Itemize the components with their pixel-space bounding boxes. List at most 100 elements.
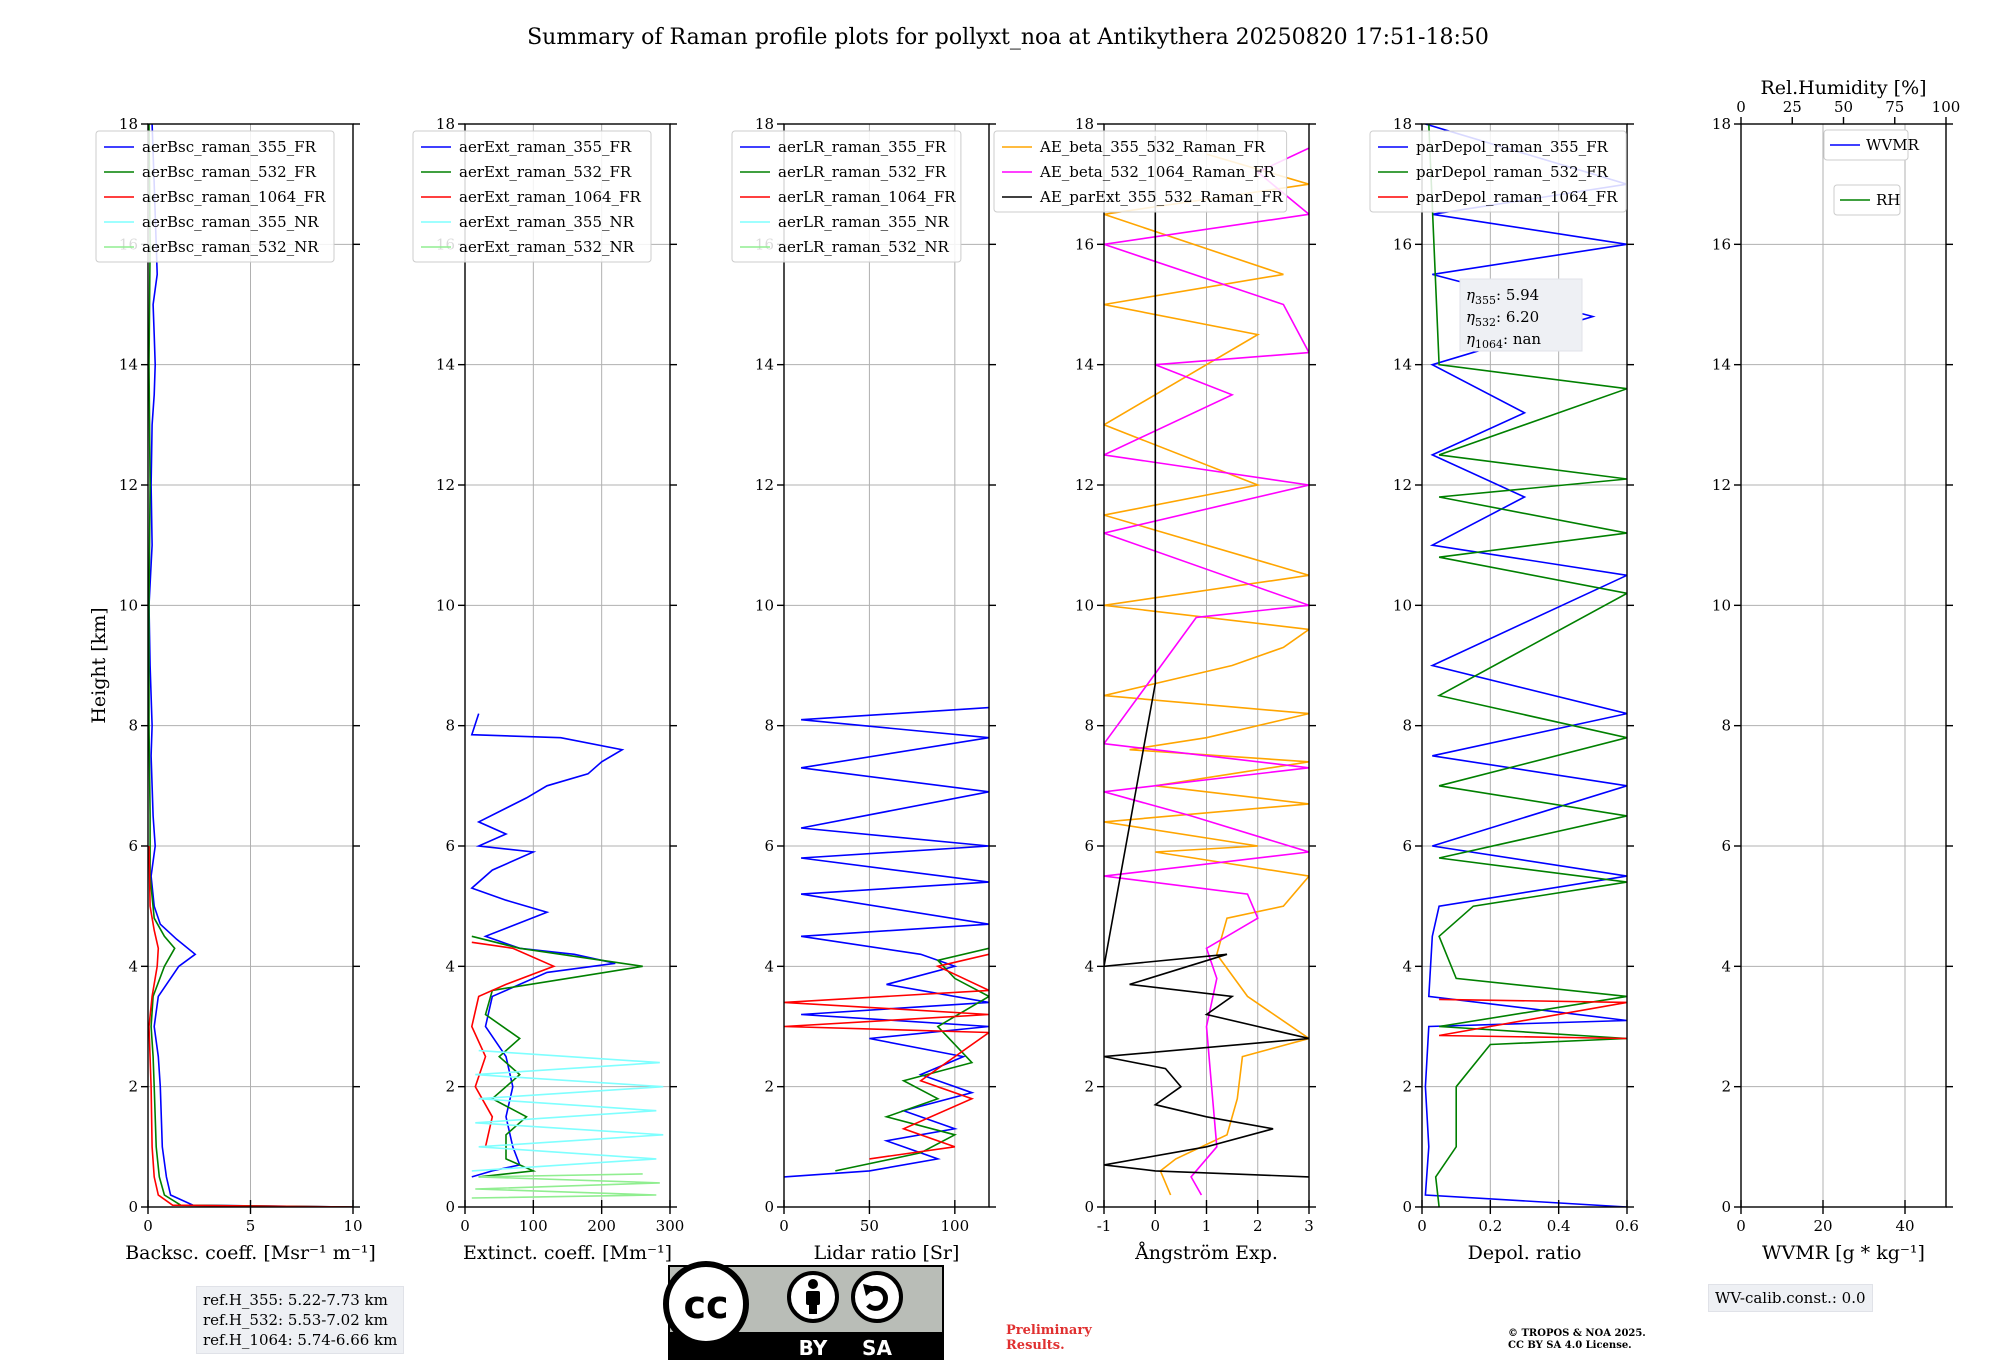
- legend-label: aerLR_raman_355_FR: [778, 138, 947, 156]
- legend-box: [1369, 130, 1627, 213]
- y-tick-label: 6: [1721, 837, 1731, 855]
- y-tick-label: 10: [119, 596, 138, 614]
- y-tick-label: 4: [445, 957, 455, 975]
- legend-box: [95, 130, 335, 263]
- series-line-AE_parExt_355_532_Raman_FR: [1104, 136, 1309, 1178]
- x-tick-label: 50: [860, 1217, 879, 1235]
- x-axis-label: Lidar ratio [Sr]: [814, 1242, 960, 1264]
- series-line-aerBsc_raman_1064_FR: [148, 845, 353, 1207]
- series-line-aerLR_raman_532_FR: [835, 947, 989, 1172]
- y-tick-label: 8: [1721, 717, 1731, 735]
- legend-label: AE_beta_355_532_Raman_FR: [1039, 138, 1266, 156]
- legend-label: aerExt_raman_355_NR: [459, 213, 635, 231]
- wv-calibration-text: WV-calib.const.: 0.0: [1715, 1289, 1866, 1307]
- eta-value-1064: η1064: nan: [1466, 330, 1541, 351]
- eta-value-532: η532: 6.20: [1466, 308, 1539, 329]
- top-x-tick-label: 50: [1834, 98, 1853, 116]
- legend-label: aerBsc_raman_355_NR: [142, 213, 319, 231]
- x-tick-label: 20: [1813, 1217, 1832, 1235]
- x-tick-label: 40: [1895, 1217, 1914, 1235]
- y-tick-label: 14: [1712, 356, 1731, 374]
- x-tick-label: 0.4: [1547, 1217, 1571, 1235]
- chart-panel-6: 0 20 40 0 2 4 6 8 10 12 14 16 18 WVMR [g * kg⁻¹] 0 25 50…: [1712, 77, 1960, 1264]
- y-tick-label: 18: [1393, 115, 1412, 133]
- series-line-aerExt_raman_1064_FR: [470, 941, 556, 1147]
- series-line-parDepol_raman_532_FR: [1428, 124, 1627, 1207]
- y-tick-label: 2: [445, 1078, 455, 1096]
- y-tick-label: 4: [1721, 957, 1731, 975]
- series-line-aerLR_raman_355_FR: [784, 706, 989, 1178]
- legend-label: aerBsc_raman_355_FR: [142, 138, 317, 156]
- legend-label: RH: [1876, 191, 1900, 209]
- legend: AE_beta_355_532_Raman_FR AE_beta_532_1064…: [993, 130, 1288, 213]
- y-tick-label: 4: [1084, 957, 1094, 975]
- x-tick-label: 100: [941, 1217, 970, 1235]
- y-tick-label: 18: [1712, 115, 1731, 133]
- series-group: [148, 124, 353, 1207]
- legend-label: aerLR_raman_532_FR: [778, 163, 947, 181]
- x-axis-label: Depol. ratio: [1468, 1242, 1582, 1264]
- y-tick-label: 2: [1084, 1078, 1094, 1096]
- eta-box-bg: [1459, 278, 1583, 352]
- series-line-aerBsc_raman_532_FR: [148, 124, 353, 1207]
- x-tick-label: 2: [1253, 1217, 1263, 1235]
- y-tick-label: 14: [1075, 356, 1094, 374]
- x-tick-label: 0: [1150, 1217, 1160, 1235]
- legend-label: aerExt_raman_355_FR: [459, 138, 632, 156]
- y-tick-label: 8: [1084, 717, 1094, 735]
- series-group: [784, 706, 989, 1178]
- y-tick-label: 12: [436, 476, 455, 494]
- series-line-aerExt_raman_355_NR: [471, 1049, 664, 1172]
- y-tick-label: 10: [1393, 596, 1412, 614]
- y-tick-label: 4: [764, 957, 774, 975]
- svg-text:cc: cc: [683, 1283, 728, 1327]
- legend-label: parDepol_raman_355_FR: [1416, 138, 1609, 156]
- legend-label: WVMR: [1866, 136, 1920, 154]
- y-tick-label: 0: [1084, 1198, 1094, 1216]
- legend-label: AE_parExt_355_532_Raman_FR: [1039, 188, 1284, 206]
- license-sa-label: SA: [862, 1336, 892, 1360]
- y-tick-label: 0: [764, 1198, 774, 1216]
- by-person-icon: [787, 1271, 839, 1323]
- y-tick-label: 12: [119, 476, 138, 494]
- y-tick-label: 10: [1075, 596, 1094, 614]
- series-line-aerLR_raman_1064_FR: [784, 953, 989, 1160]
- y-tick-label: 10: [1712, 596, 1731, 614]
- y-tick-label: 18: [119, 115, 138, 133]
- cc-logo-icon: cc: [663, 1261, 749, 1347]
- reference-heights-box: ref.H_355: 5.22-7.73 km ref.H_532: 5.53-…: [196, 1286, 405, 1354]
- license-by-label: BY: [799, 1336, 828, 1360]
- y-tick-label: 10: [755, 596, 774, 614]
- figure-title: Summary of Raman profile plots for polly…: [527, 25, 1489, 50]
- legend-label: parDepol_raman_1064_FR: [1416, 188, 1618, 206]
- copyright-note: © TROPOS & NOA 2025. CC BY SA 4.0 Licens…: [1508, 1328, 1646, 1351]
- legend: parDepol_raman_355_FR parDepol_raman_532_…: [1369, 130, 1627, 213]
- top-x-tick-label: 0: [1736, 98, 1746, 116]
- y-tick-label: 12: [1393, 476, 1412, 494]
- y-tick-label: 16: [1393, 235, 1412, 253]
- series-group: [470, 713, 664, 1199]
- y-tick-label: 16: [1075, 235, 1094, 253]
- x-tick-label: 0: [779, 1217, 789, 1235]
- x-axis-label: Backsc. coeff. [Msr⁻¹ m⁻¹]: [125, 1242, 376, 1264]
- y-tick-label: 6: [445, 837, 455, 855]
- y-tick-label: 4: [1402, 957, 1412, 975]
- y-tick-label: 0: [128, 1198, 138, 1216]
- series-line-parDepol_raman_1064_FR: [1438, 998, 1627, 1040]
- legend-box: [1823, 129, 1909, 161]
- y-tick-label: 12: [1075, 476, 1094, 494]
- legend-box: [731, 130, 962, 263]
- ref-height-532: ref.H_532: 5.53-7.02 km: [203, 1311, 388, 1329]
- x-tick-label: 0: [460, 1217, 470, 1235]
- y-tick-label: 12: [1712, 476, 1731, 494]
- series-line-AE_beta_532_1064_Raman_FR: [1104, 147, 1309, 1196]
- y-tick-label: 10: [436, 596, 455, 614]
- chart-panel-3: 050100024681012141618Lidar ratio [Sr]aer…: [731, 115, 996, 1264]
- sa-share-icon: [851, 1271, 903, 1323]
- x-tick-label: 0.6: [1615, 1217, 1639, 1235]
- series-line-AE_beta_355_532_Raman_FR: [1104, 153, 1309, 1196]
- x-tick-label: 1: [1202, 1217, 1212, 1235]
- x-tick-label: 0: [1736, 1217, 1746, 1235]
